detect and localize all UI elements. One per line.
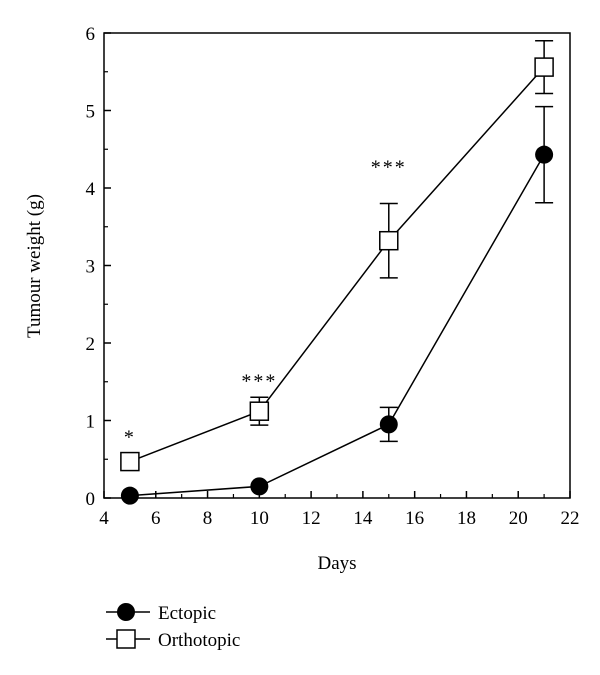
plot-frame <box>103 32 571 499</box>
data-point-orthotopic <box>120 451 140 472</box>
series-line-ectopic <box>129 154 545 497</box>
significance-label: * <box>124 427 136 449</box>
x-tick-label: 12 <box>302 508 321 529</box>
x-tick-label: 14 <box>353 508 373 529</box>
x-tick-label: 18 <box>457 508 476 529</box>
data-point-orthotopic <box>379 230 399 251</box>
series-lines <box>129 66 545 497</box>
error-bars <box>250 40 554 443</box>
significance-label: *** <box>371 157 407 179</box>
y-tick-label: 1 <box>86 412 96 433</box>
data-point-ectopic <box>535 145 554 164</box>
series-markers <box>120 57 554 505</box>
x-tick-label: 16 <box>405 508 424 529</box>
y-axis-label: Tumour weight (g) <box>24 194 45 338</box>
y-tick-label: 3 <box>86 257 96 278</box>
y-axis-ticks: 0 1 2 3 4 5 6 <box>86 24 111 510</box>
legend: Ectopic Orthotopic <box>106 603 240 651</box>
legend-label: Orthotopic <box>158 630 240 651</box>
x-tick-label: 10 <box>250 508 269 529</box>
x-tick-label: 4 <box>99 508 109 529</box>
x-tick-label: 6 <box>151 508 161 529</box>
x-tick-label: 22 <box>561 508 580 529</box>
legend-marker <box>116 629 136 649</box>
x-axis-ticks: 4 6 8 10 12 14 16 18 20 22 <box>99 491 580 529</box>
y-tick-label: 4 <box>86 179 96 200</box>
y-tick-label: 2 <box>86 334 96 355</box>
series-line-orthotopic <box>129 66 545 463</box>
data-point-ectopic <box>379 415 398 434</box>
legend-label: Ectopic <box>158 603 216 624</box>
legend-marker <box>117 603 135 621</box>
y-tick-label: 6 <box>86 24 96 45</box>
y-tick-label: 0 <box>86 489 96 510</box>
x-tick-label: 20 <box>509 508 528 529</box>
x-tick-label: 8 <box>203 508 213 529</box>
data-point-orthotopic <box>249 401 270 421</box>
x-axis-label: Days <box>317 553 356 574</box>
significance-annotations: ******* <box>124 157 407 449</box>
data-point-orthotopic <box>534 57 554 77</box>
y-tick-label: 5 <box>86 102 96 123</box>
data-point-ectopic <box>250 477 269 496</box>
data-point-ectopic <box>120 486 139 505</box>
significance-label: *** <box>241 370 277 392</box>
